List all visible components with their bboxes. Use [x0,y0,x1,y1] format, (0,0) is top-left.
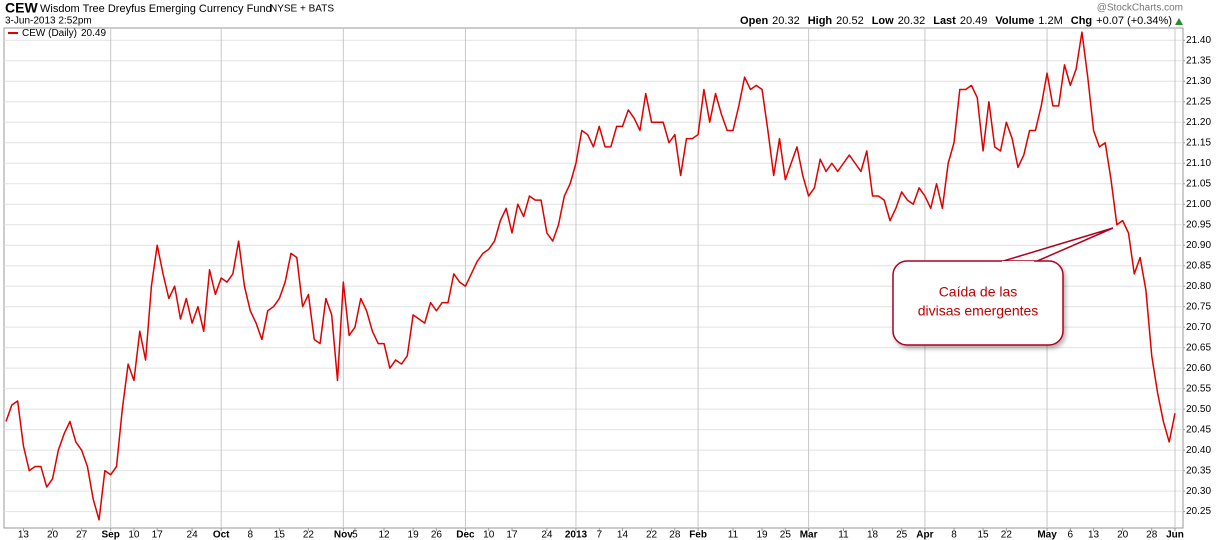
y-tick-label: 20.65 [1186,342,1211,353]
x-tick-label: 28 [669,530,681,540]
callout-text: divisas emergentes [918,303,1039,319]
legend-label: CEW (Daily) [22,28,77,39]
x-tick-label: 20 [47,530,59,540]
quote-label: Volume [995,15,1034,27]
x-tick-label: Feb [689,530,707,540]
x-tick-label: 5 [352,530,358,540]
plot-frame [3,27,1184,529]
quote-label: High [808,15,833,27]
x-tick-label: Apr [916,530,933,540]
x-tick-label: Sep [102,530,120,540]
x-tick-label: 19 [757,530,769,540]
x-tick-label: May [1037,530,1057,540]
x-tick-label: 24 [541,530,553,540]
y-tick-label: 21.30 [1186,76,1211,87]
x-tick-label: 19 [408,530,420,540]
y-tick-label: 21.15 [1186,137,1211,148]
legend-entry: CEW (Daily) 20.49 [22,28,106,39]
x-tick-label: 27 [76,530,88,540]
y-tick-label: 20.55 [1186,383,1211,394]
y-tick-label: 20.35 [1186,465,1211,476]
x-tick-label: 22 [646,530,658,540]
y-tick-label: 20.60 [1186,363,1211,374]
quote-value: 1.2M [1038,15,1062,27]
y-tick-label: 20.40 [1186,445,1211,456]
source: @StockCharts.com [1097,3,1183,14]
callout-box [892,260,1064,346]
x-tick-label: 11 [728,530,739,540]
y-tick-label: 20.50 [1186,404,1211,415]
quote-value: 20.49 [960,15,988,27]
x-tick-label: 17 [506,530,518,540]
x-tick-label: 12 [378,530,390,540]
x-tick-label: 13 [18,530,30,540]
y-tick-label: 20.70 [1186,322,1211,333]
x-tick-label: 11 [838,530,849,540]
x-tick-label: 15 [978,530,990,540]
y-tick-label: 20.90 [1186,240,1211,251]
quote-value: 20.52 [836,15,864,27]
x-tick-label: Oct [213,530,230,540]
quote: Open 20.32 High 20.52 Low 20.32 Last 20.49 Volum… [740,15,1172,27]
y-tick-label: 21.25 [1186,96,1211,107]
date: 3-Jun-2013 2:52pm [5,16,92,27]
x-tick-label: 22 [1001,530,1013,540]
legend-last: 20.49 [81,28,106,39]
y-tick-label: 21.20 [1186,117,1211,128]
callout: Caída de las divisas emergentes [892,227,1114,346]
y-tick-label: 21.00 [1186,199,1211,210]
x-tick-label: 20 [1117,530,1129,540]
y-tick-label: 20.85 [1186,260,1211,271]
quote-label: Chg [1071,15,1092,27]
x-tick-label: 22 [303,530,315,540]
symbol: CEW [5,0,38,16]
price-line [5,31,1176,521]
x-tick-label: 2013 [565,530,588,540]
x-tick-label: 17 [152,530,164,540]
x-tick-label: Dec [456,530,475,540]
fund-name: Wisdom Tree Dreyfus Emerging Currency Fu… [40,3,272,15]
x-tick-label: Mar [800,530,818,540]
x-tick-label: 8 [951,530,957,540]
quote-label: Low [872,15,894,27]
up-arrow [1175,18,1183,25]
y-tick-label: 20.45 [1186,424,1211,435]
x-tick-label: 7 [596,530,602,540]
y-tick-label: 21.40 [1186,35,1211,46]
quote-value: 20.32 [772,15,800,27]
x-tick-label: 10 [128,530,140,540]
y-tick-label: 20.30 [1186,486,1211,497]
y-tick-label: 20.25 [1186,506,1211,517]
x-tick-label: Jun [1166,530,1184,540]
x-tick-label: 8 [247,530,253,540]
x-tick-label: 24 [187,530,199,540]
x-tick-label: 28 [1146,530,1158,540]
x-tick-label: 25 [896,530,908,540]
y-tick-label: 21.10 [1186,158,1211,169]
y-tick-label: 20.80 [1186,281,1211,292]
exchange: NYSE + BATS [270,4,334,15]
y-tick-label: 21.35 [1186,55,1211,66]
quote-value: +0.07 (+0.34%) [1096,15,1172,27]
y-tick-label: 21.05 [1186,178,1211,189]
x-tick-label: 10 [483,530,495,540]
x-tick-label: 15 [274,530,286,540]
quote-label: Open [740,15,768,27]
x-tick-label: 13 [1088,530,1100,540]
y-tick-label: 20.95 [1186,219,1211,230]
callout-text: Caída de las [939,284,1018,300]
y-tick-label: 20.75 [1186,301,1211,312]
x-tick-label: 6 [1068,530,1074,540]
quote-label: Last [933,15,956,27]
x-tick-label: 25 [780,530,792,540]
x-tick-label: 26 [431,530,443,540]
quote-value: 20.32 [898,15,926,27]
x-tick-label: 14 [617,530,629,540]
x-tick-label: Nov [334,530,353,540]
x-tick-label: 18 [867,530,879,540]
